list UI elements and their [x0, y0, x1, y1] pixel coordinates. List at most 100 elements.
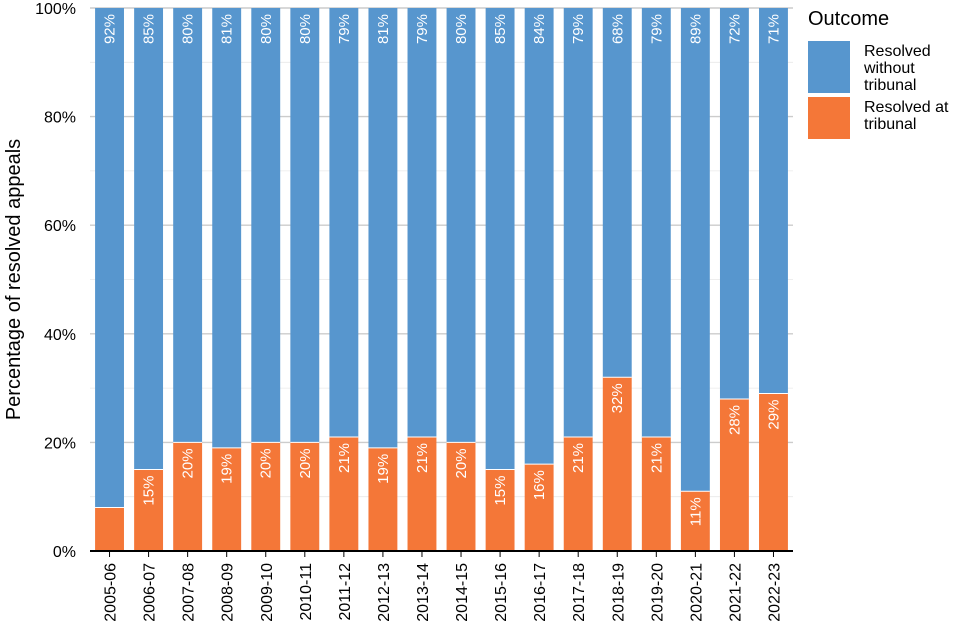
y-axis-label: Percentage of resolved appeals [3, 139, 25, 420]
bar-resolved-at-tribunal [446, 442, 476, 551]
legend: Outcome Resolved without tribunal Resolv… [808, 8, 958, 142]
bar-resolved-without-tribunal [95, 8, 124, 508]
data-label-at-tribunal: 28% [726, 405, 743, 435]
x-tick-label: 2012-13 [376, 563, 393, 622]
data-label-at-tribunal: 20% [297, 448, 314, 478]
y-tick-label: 0% [53, 544, 76, 561]
x-tick-label: 2007-08 [181, 563, 198, 622]
data-label-without-tribunal: 68% [609, 14, 626, 44]
y-tick-label: 100% [35, 1, 76, 18]
bar-resolved-without-tribunal [759, 8, 788, 394]
data-label-without-tribunal: 79% [336, 14, 353, 44]
legend-title: Outcome [808, 8, 890, 30]
legend-label-line: tribunal [864, 77, 917, 94]
bar-resolved-without-tribunal [446, 8, 476, 443]
data-label-at-tribunal: 29% [765, 400, 782, 430]
bars [95, 8, 788, 551]
bar-resolved-without-tribunal [407, 8, 437, 437]
data-label-at-tribunal: 19% [219, 454, 236, 484]
x-tick-label: 2016-17 [532, 563, 549, 622]
x-tick-label: 2015-16 [493, 563, 510, 622]
bar-resolved-at-tribunal [290, 442, 320, 551]
data-label-without-tribunal: 80% [180, 14, 197, 44]
legend-label-line: tribunal [864, 116, 917, 133]
legend-label-without-tribunal: Resolved without tribunal [864, 41, 931, 94]
legend-item-resolved-without-tribunal: Resolved without tribunal [808, 41, 958, 94]
data-label-at-tribunal: 19% [375, 454, 392, 484]
x-tick-label: 2013-14 [415, 563, 432, 622]
data-label-at-tribunal: 21% [570, 443, 587, 473]
x-tick-label: 2005-06 [103, 563, 120, 622]
data-label-without-tribunal: 72% [726, 14, 743, 44]
data-label-without-tribunal: 81% [219, 14, 236, 44]
bar-resolved-at-tribunal [524, 464, 554, 551]
x-tick-label: 2006-07 [142, 563, 159, 622]
legend-swatch-without-tribunal [808, 41, 850, 93]
data-label-without-tribunal: 89% [687, 14, 704, 44]
data-label-without-tribunal: 71% [765, 14, 782, 44]
data-label-at-tribunal: 15% [492, 476, 509, 506]
bar-resolved-at-tribunal [602, 377, 632, 551]
data-label-without-tribunal: 92% [102, 14, 119, 44]
bar-resolved-without-tribunal [329, 8, 359, 437]
bar-resolved-without-tribunal [251, 8, 281, 443]
data-label-without-tribunal: 79% [648, 14, 665, 44]
y-tick-label: 60% [44, 218, 76, 235]
x-tick-label: 2018-19 [610, 563, 627, 622]
bar-resolved-without-tribunal [134, 8, 164, 470]
data-labels: 92% 85% 15% 80% 20% 81% 19% 80% 20% 80% 20% 79% 21% 8… [102, 14, 783, 526]
x-tick-label: 2020-21 [688, 563, 705, 622]
x-tick-label: 2019-20 [649, 563, 666, 622]
legend-swatch-at-tribunal [808, 97, 850, 139]
bar-resolved-at-tribunal [641, 436, 671, 551]
y-tick-label: 80% [44, 110, 76, 127]
data-label-at-tribunal: 16% [531, 470, 548, 500]
bar-resolved-without-tribunal [290, 8, 320, 443]
data-label-at-tribunal: 20% [180, 448, 197, 478]
data-label-at-tribunal: 21% [414, 443, 431, 473]
bar-resolved-without-tribunal [212, 8, 242, 448]
data-label-at-tribunal: 20% [258, 448, 275, 478]
data-label-without-tribunal: 80% [297, 14, 314, 44]
data-label-without-tribunal: 84% [531, 14, 548, 44]
bar-resolved-at-tribunal [407, 436, 437, 551]
data-label-at-tribunal: 32% [609, 383, 626, 413]
bar-resolved-at-tribunal [485, 469, 515, 551]
y-tick-label: 20% [44, 435, 76, 452]
bar-resolved-without-tribunal [485, 8, 515, 470]
data-label-without-tribunal: 85% [492, 14, 509, 44]
legend-item-resolved-at-tribunal: Resolved at tribunal [808, 97, 958, 139]
bar-resolved-without-tribunal [641, 8, 671, 437]
bar-resolved-at-tribunal [759, 393, 788, 551]
bar-resolved-at-tribunal [251, 442, 281, 551]
bar-resolved-without-tribunal [719, 8, 749, 399]
x-tick-label: 2010-11 [298, 563, 315, 621]
bar-resolved-without-tribunal [524, 8, 554, 465]
legend-label-line: Resolved [864, 43, 931, 60]
bar-resolved-at-tribunal [680, 491, 710, 551]
bar-resolved-at-tribunal [212, 447, 242, 551]
bar-resolved-at-tribunal [134, 469, 164, 551]
x-tick-label: 2017-18 [571, 563, 588, 622]
data-label-at-tribunal: 15% [141, 476, 158, 506]
legend-label-line: Resolved at [864, 99, 949, 116]
data-label-at-tribunal: 11% [687, 497, 704, 526]
x-tick-label: 2009-10 [259, 563, 276, 622]
bar-resolved-without-tribunal [602, 8, 632, 378]
x-tick-label: 2011-12 [337, 563, 354, 621]
data-label-at-tribunal: 20% [453, 448, 470, 478]
data-label-without-tribunal: 79% [570, 14, 587, 44]
bar-resolved-without-tribunal [680, 8, 710, 492]
bar-resolved-at-tribunal [95, 507, 124, 551]
bar-resolved-at-tribunal [173, 442, 203, 551]
bar-resolved-at-tribunal [368, 447, 398, 551]
y-tick-labels: 0% 20% 40% 60% 80% 100% [35, 1, 76, 561]
x-tick-label: 2014-15 [454, 563, 471, 622]
data-label-without-tribunal: 81% [375, 14, 392, 44]
bar-resolved-without-tribunal [173, 8, 203, 443]
gridlines [90, 7, 793, 552]
legend-label-line: without [864, 60, 915, 77]
x-tick-label: 2021-22 [727, 563, 744, 622]
bar-resolved-at-tribunal [563, 436, 593, 551]
